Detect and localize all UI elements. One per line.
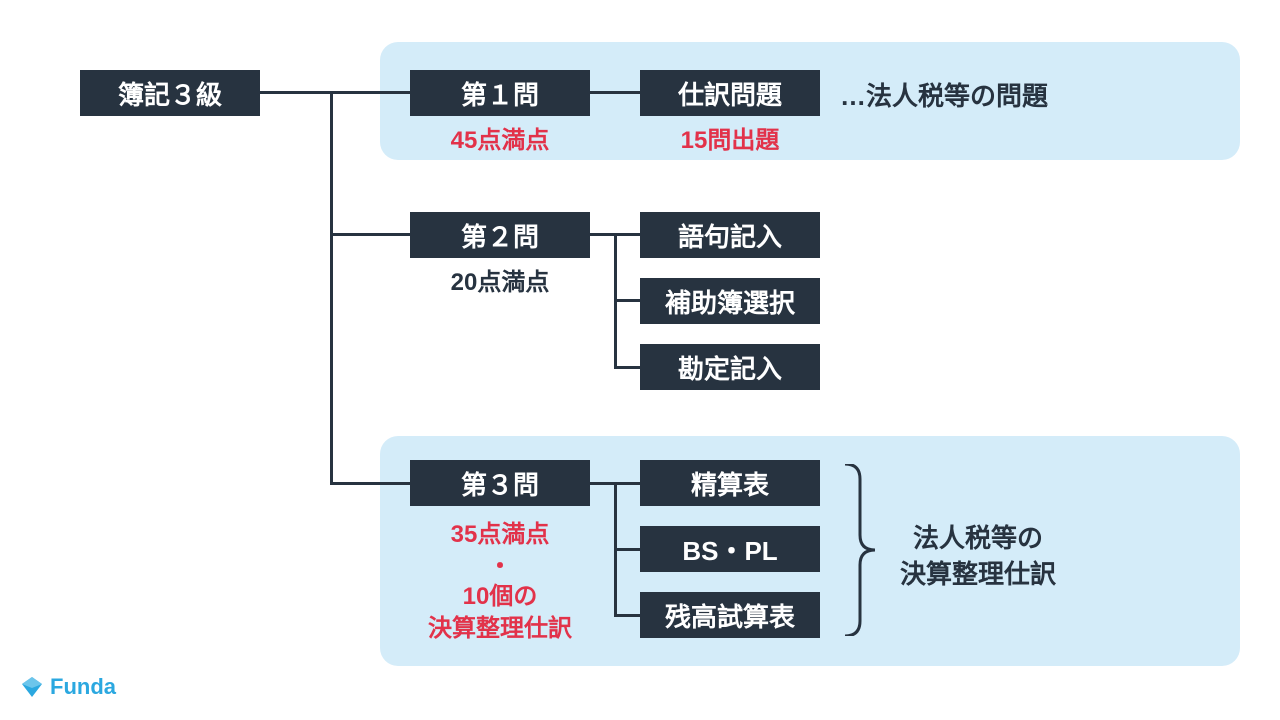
connector-line-2 [330,233,410,236]
child-box-1-1: 補助簿選択 [640,278,820,324]
child-box-2-1: BS・PL [640,526,820,572]
annotation-multi-2: 法人税等の決算整理仕訳 [900,520,1056,593]
child-box-1-2: 勘定記入 [640,344,820,390]
logo-text: Funda [50,674,116,700]
connector-line-3 [330,482,410,485]
section-box-2: 第３問 [410,460,590,506]
connector-line-0 [260,91,410,94]
root-box: 簿記３級 [80,70,260,116]
section-sublabel-2: 35点満点 [410,514,590,549]
logo-icon [20,675,44,699]
child-sublabel-0: 15問出題 [640,120,820,155]
logo: Funda [20,674,116,700]
child-box-2-2: 残高試算表 [640,592,820,638]
connector-line-11 [614,548,640,551]
connector-line-7 [614,299,640,302]
brace [840,464,880,636]
connector-line-4 [590,91,640,94]
connector-line-1 [330,91,333,485]
section-sublabel-0: 45点満点 [410,120,590,155]
child-box-1-0: 語句記入 [640,212,820,258]
annotation-0: …法人税等の問題 [840,76,1048,113]
section-box-0: 第１問 [410,70,590,116]
connector-line-12 [614,614,640,617]
child-box-0-0: 仕訳問題 [640,70,820,116]
section-sublabel3-2: 10個の [410,576,590,611]
section-sublabel-1: 20点満点 [410,262,590,297]
section-sublabel4-2: 決算整理仕訳 [410,608,590,643]
section-box-1: 第２問 [410,212,590,258]
child-box-2-0: 精算表 [640,460,820,506]
connector-line-8 [614,366,640,369]
